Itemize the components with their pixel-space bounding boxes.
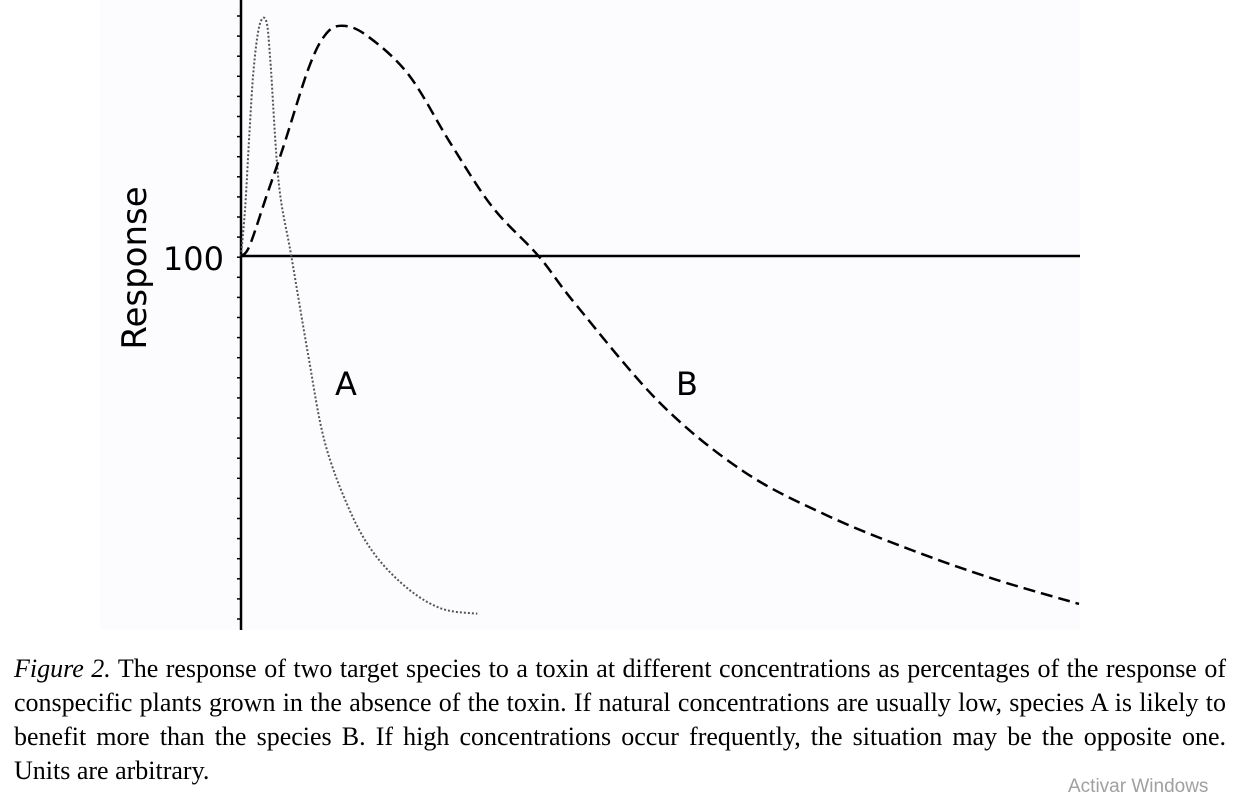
plot-background (100, 0, 1080, 630)
y-axis-ticks (237, 15, 241, 620)
series-b-label: B (676, 365, 698, 403)
figure-caption: Figure 2. The response of two target spe… (14, 652, 1226, 788)
series-b-line (240, 24, 1080, 606)
response-chart: 100 Response A B (100, 0, 1080, 630)
figure-label: Figure 2. (14, 654, 111, 683)
activation-watermark: Activar Windows (1068, 776, 1209, 797)
series-a-label: A (335, 365, 357, 403)
caption-text: The response of two target species to a … (14, 654, 1226, 785)
y-tick-label-100: 100 (163, 240, 224, 278)
y-axis-label: Response (115, 186, 155, 349)
series-a-line (240, 16, 478, 615)
